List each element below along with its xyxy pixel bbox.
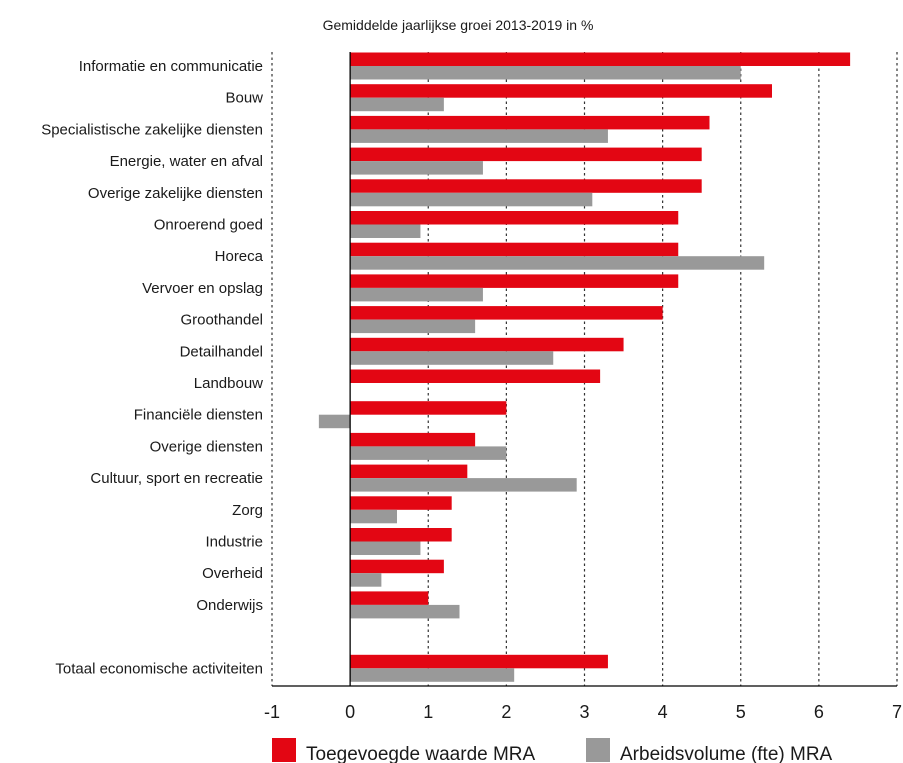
x-tick-label: -1 bbox=[264, 702, 280, 722]
category-label: Specialistische zakelijke diensten bbox=[41, 121, 263, 138]
bar-toegevoegde-waarde-mra-industrie bbox=[350, 528, 452, 542]
bar-toegevoegde-waarde-mra-overheid bbox=[350, 559, 444, 574]
x-tick-label: 5 bbox=[736, 702, 746, 722]
bar-toegevoegde-waarde-mra-onderwijs bbox=[350, 591, 429, 605]
bar-arbeidsvolume-fte-mra-groothandel bbox=[350, 319, 476, 334]
x-tick-label: 3 bbox=[579, 702, 589, 722]
legend-label: Arbeidsvolume (fte) MRA bbox=[620, 744, 833, 763]
category-label: Industrie bbox=[205, 534, 263, 551]
legend-swatch-arbeidsvolume-fte-mra bbox=[586, 738, 610, 762]
legend: Toegevoegde waarde MRA Arbeidsvolume (fte… bbox=[272, 738, 833, 763]
bar-arbeidsvolume-fte-mra-onderwijs bbox=[350, 604, 460, 619]
category-label: Energie, water en afval bbox=[110, 153, 263, 170]
bar-arbeidsvolume-fte-mra-totaal-economische-activiteiten bbox=[350, 668, 515, 682]
bar-arbeidsvolume-fte-mra-overheid bbox=[350, 573, 382, 587]
chart-title: Gemiddelde jaarlijkse groei 2013-2019 in… bbox=[323, 17, 594, 33]
x-tick-label: 0 bbox=[345, 702, 355, 722]
axis-layer bbox=[272, 52, 897, 687]
bar-arbeidsvolume-fte-mra-cultuur-sport-en-recreatie bbox=[350, 478, 577, 492]
x-tick-label: 6 bbox=[814, 702, 824, 722]
category-label: Overige zakelijke diensten bbox=[88, 185, 263, 202]
category-labels: Informatie en communicatie Bouw Specialist… bbox=[41, 58, 263, 677]
category-label: Overige diensten bbox=[150, 438, 263, 455]
bar-arbeidsvolume-fte-mra-informatie-en-communicatie bbox=[350, 66, 741, 80]
legend-swatch-toegevoegde-waarde-mra bbox=[272, 738, 296, 762]
category-label: Detailhandel bbox=[180, 343, 263, 360]
bar-arbeidsvolume-fte-mra-overige-diensten bbox=[350, 446, 507, 460]
bar-arbeidsvolume-fte-mra-zorg bbox=[350, 509, 397, 524]
x-tick-label: 2 bbox=[501, 702, 511, 722]
category-label: Totaal economische activiteiten bbox=[55, 660, 263, 677]
bar-toegevoegde-waarde-mra-financiele-diensten bbox=[350, 401, 507, 415]
bar-arbeidsvolume-fte-mra-energie-water-en-afval bbox=[350, 161, 483, 175]
category-label: Overheid bbox=[202, 565, 263, 582]
bar-toegevoegde-waarde-mra-onroerend-goed bbox=[350, 211, 679, 225]
bar-toegevoegde-waarde-mra-informatie-en-communicatie bbox=[350, 52, 851, 66]
x-tick-label: 4 bbox=[658, 702, 668, 722]
bar-toegevoegde-waarde-mra-zorg bbox=[350, 496, 452, 510]
x-tick-label: 7 bbox=[892, 702, 902, 722]
category-label: Financiële diensten bbox=[134, 407, 263, 424]
bar-arbeidsvolume-fte-mra-overige-zakelijke-diensten bbox=[350, 192, 593, 207]
x-tick-label: 1 bbox=[423, 702, 433, 722]
bar-toegevoegde-waarde-mra-totaal-economische-activiteiten bbox=[350, 654, 608, 669]
bar-toegevoegde-waarde-mra-groothandel bbox=[350, 306, 663, 320]
grid-layer bbox=[271, 52, 898, 686]
bar-toegevoegde-waarde-mra-landbouw bbox=[350, 369, 601, 383]
bar-arbeidsvolume-fte-mra-onroerend-goed bbox=[350, 224, 421, 238]
category-label: Horeca bbox=[215, 248, 264, 265]
category-label: Onderwijs bbox=[196, 597, 263, 614]
bar-arbeidsvolume-fte-mra-horeca bbox=[350, 256, 765, 270]
bar-toegevoegde-waarde-mra-specialistische-zakelijke-diensten bbox=[350, 115, 710, 130]
bars-layer bbox=[318, 52, 851, 682]
bar-toegevoegde-waarde-mra-detailhandel bbox=[350, 337, 624, 352]
bar-toegevoegde-waarde-mra-overige-zakelijke-diensten bbox=[350, 179, 702, 193]
legend-label: Toegevoegde waarde MRA bbox=[306, 744, 536, 763]
category-label: Vervoer en opslag bbox=[142, 280, 263, 297]
bar-toegevoegde-waarde-mra-bouw bbox=[350, 84, 772, 98]
category-label: Zorg bbox=[232, 502, 263, 519]
category-label: Informatie en communicatie bbox=[79, 58, 263, 75]
category-label: Groothandel bbox=[180, 312, 263, 329]
bar-arbeidsvolume-fte-mra-financiele-diensten bbox=[318, 414, 351, 429]
bar-toegevoegde-waarde-mra-overige-diensten bbox=[350, 432, 476, 447]
bar-toegevoegde-waarde-mra-cultuur-sport-en-recreatie bbox=[350, 464, 468, 479]
bar-toegevoegde-waarde-mra-energie-water-en-afval bbox=[350, 147, 702, 162]
bar-arbeidsvolume-fte-mra-specialistische-zakelijke-diensten bbox=[350, 129, 608, 143]
bar-toegevoegde-waarde-mra-horeca bbox=[350, 242, 679, 257]
bar-arbeidsvolume-fte-mra-industrie bbox=[350, 541, 421, 555]
category-label: Landbouw bbox=[194, 375, 263, 392]
category-label: Bouw bbox=[225, 90, 263, 107]
category-label: Cultuur, sport en recreatie bbox=[90, 470, 263, 487]
tick-labels: -1 0 1 2 3 4 5 6 7 bbox=[264, 702, 902, 722]
category-label: Onroerend goed bbox=[154, 217, 263, 234]
bar-arbeidsvolume-fte-mra-bouw bbox=[350, 97, 444, 112]
bar-arbeidsvolume-fte-mra-vervoer-en-opslag bbox=[350, 287, 483, 302]
bar-arbeidsvolume-fte-mra-detailhandel bbox=[350, 351, 554, 365]
bar-toegevoegde-waarde-mra-vervoer-en-opslag bbox=[350, 274, 679, 288]
